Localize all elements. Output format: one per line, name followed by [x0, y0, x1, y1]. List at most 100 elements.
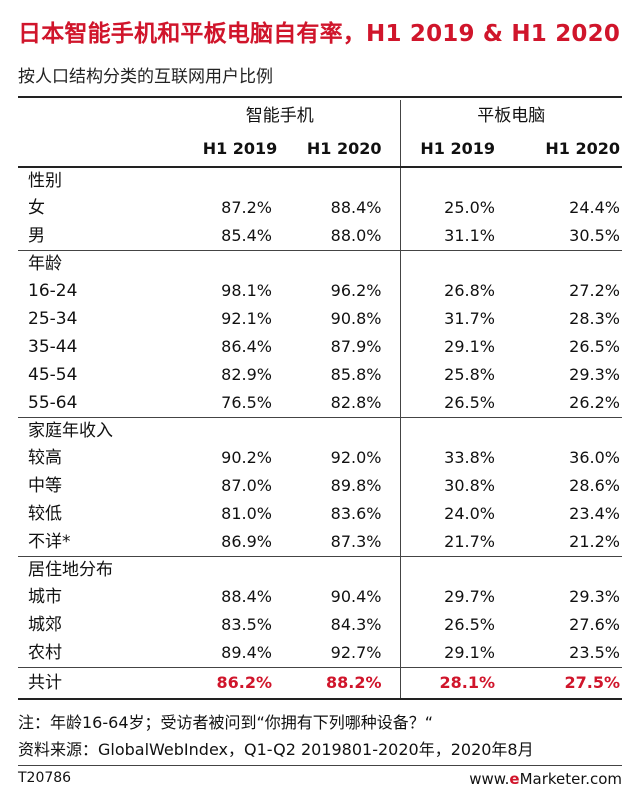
value-cell: 98.1%: [221, 281, 272, 300]
row-label: 男: [18, 222, 160, 251]
value-cell: 25.0%: [399, 194, 511, 222]
empty-cell: [160, 418, 280, 445]
row-label: 45-54: [28, 365, 78, 385]
value-cell: 90.8%: [330, 309, 382, 328]
section-row: 家庭年收入: [18, 417, 622, 445]
empty-cell: [511, 557, 622, 584]
value-cell: 89.8%: [330, 476, 382, 495]
value-cell: 31.7%: [399, 305, 511, 333]
value-cell: 29.3%: [569, 365, 620, 384]
value-cell: 92.7%: [280, 639, 400, 668]
row-label: 较高: [28, 448, 62, 468]
section-label: 家庭年收入: [28, 421, 113, 441]
value-cell: 26.5%: [399, 611, 511, 639]
value-cell: 81.0%: [221, 504, 272, 523]
value-cell: 86.4%: [221, 337, 272, 356]
page-title: 日本智能手机和平板电脑自有率，H1 2019 & H1 2020: [18, 21, 621, 47]
table-row: 较低 81.0% 83.6% 24.0% 23.4%: [18, 500, 622, 528]
table-row: 35-44 86.4% 87.9% 29.1% 26.5%: [18, 333, 622, 361]
total-value-cell: 28.1%: [399, 667, 511, 700]
page-subtitle: 按人口结构分类的互联网用户比例: [18, 67, 273, 87]
ownership-table: 智能手机 平板电脑 H1 2019 H1 2020 H1 2019 H1 202…: [18, 100, 622, 700]
table-row: 25-34 92.1% 90.8% 31.7% 28.3%: [18, 305, 622, 333]
value-cell: 84.3%: [330, 615, 382, 634]
year-header-row: H1 2019 H1 2020 H1 2019 H1 2020: [18, 132, 622, 168]
bottom-rule: [18, 765, 622, 766]
table-row: 城市 88.4% 90.4% 29.7% 29.3%: [18, 583, 622, 611]
top-rule: [18, 96, 622, 98]
empty-cell: [160, 167, 280, 194]
table-row: 男 85.4% 88.0% 31.1% 30.5%: [18, 222, 622, 251]
brand-url[interactable]: www.eMarketer.com: [469, 770, 622, 788]
value-cell: 30.8%: [399, 472, 511, 500]
value-cell: 89.4%: [160, 639, 280, 668]
total-value-cell: 88.2%: [280, 667, 400, 700]
total-value-cell: 27.5%: [511, 667, 622, 700]
value-cell: 36.0%: [569, 448, 620, 467]
empty-cell: [399, 417, 511, 444]
value-cell: 92.1%: [221, 309, 272, 328]
value-cell: 24.4%: [569, 198, 620, 217]
table-row: 不详* 86.9% 87.3% 21.7% 21.2%: [18, 528, 622, 557]
row-label: 农村: [18, 639, 160, 668]
value-cell: 76.5%: [160, 389, 280, 418]
year-header: H1 2019: [399, 132, 511, 168]
value-cell: 23.5%: [511, 639, 622, 668]
table-row: 较高 90.2% 92.0% 33.8% 36.0%: [18, 444, 622, 472]
corner-cell: [18, 100, 160, 132]
table-row: 女 87.2% 88.4% 25.0% 24.4%: [18, 194, 622, 222]
value-cell: 87.0%: [221, 476, 272, 495]
row-label: 城郊: [28, 615, 62, 635]
value-cell: 29.1%: [399, 639, 511, 668]
table-row: 农村 89.4% 92.7% 29.1% 23.5%: [18, 639, 622, 668]
brand-prefix: www.: [469, 770, 510, 788]
value-cell: 29.7%: [399, 583, 511, 611]
value-cell: 88.4%: [221, 587, 272, 606]
empty-cell: [511, 251, 622, 278]
year-header-blank: [18, 132, 160, 168]
value-cell: 26.5%: [399, 389, 511, 418]
value-cell: 83.5%: [221, 615, 272, 634]
year-header: H1 2020: [511, 132, 622, 168]
value-cell: 92.0%: [330, 448, 382, 467]
row-label: 25-34: [28, 309, 78, 329]
table-row: 中等 87.0% 89.8% 30.8% 28.6%: [18, 472, 622, 500]
empty-cell: [511, 167, 622, 194]
empty-cell: [399, 556, 511, 583]
value-cell: 85.4%: [160, 222, 280, 251]
year-header: H1 2019: [160, 132, 280, 168]
empty-cell: [399, 250, 511, 277]
empty-cell: [160, 557, 280, 584]
row-label: 中等: [28, 476, 62, 496]
row-label: 女: [28, 198, 45, 218]
row-label: 城市: [28, 587, 62, 607]
value-cell: 21.7%: [399, 528, 511, 557]
value-cell: 23.4%: [569, 504, 620, 523]
table-body: 性别女 87.2% 88.4% 25.0% 24.4% 男 85.4% 88.0% 31.1% 3…: [18, 167, 622, 700]
table-row: 55-64 76.5% 82.8% 26.5% 26.2%: [18, 389, 622, 418]
brand-suffix: Marketer.com: [519, 770, 622, 788]
value-cell: 21.2%: [511, 528, 622, 557]
value-cell: 33.8%: [399, 444, 511, 472]
value-cell: 87.2%: [221, 198, 272, 217]
value-cell: 26.8%: [399, 277, 511, 305]
empty-cell: [280, 557, 400, 584]
value-cell: 96.2%: [330, 281, 382, 300]
table-row: 16-24 98.1% 96.2% 26.8% 27.2%: [18, 277, 622, 305]
total-label: 共计: [18, 667, 160, 700]
value-cell: 85.8%: [330, 365, 382, 384]
value-cell: 27.6%: [569, 615, 620, 634]
value-cell: 30.5%: [511, 222, 622, 251]
group-header-tablet: 平板电脑: [399, 100, 622, 132]
total-row: 共计 86.2% 88.2% 28.1% 27.5%: [18, 667, 622, 700]
section-row: 性别: [18, 167, 622, 194]
table-row: 城郊 83.5% 84.3% 26.5% 27.6%: [18, 611, 622, 639]
brand-accent: e: [509, 770, 520, 788]
footnote: 注：年龄16-64岁；受访者被问到“你拥有下列哪种设备？“: [18, 713, 434, 732]
row-label: 16-24: [28, 281, 78, 301]
group-header-smartphone: 智能手机: [245, 106, 314, 126]
row-label: 不详*: [18, 528, 160, 557]
empty-cell: [511, 418, 622, 445]
row-label: 35-44: [28, 337, 78, 357]
value-cell: 29.3%: [569, 587, 620, 606]
